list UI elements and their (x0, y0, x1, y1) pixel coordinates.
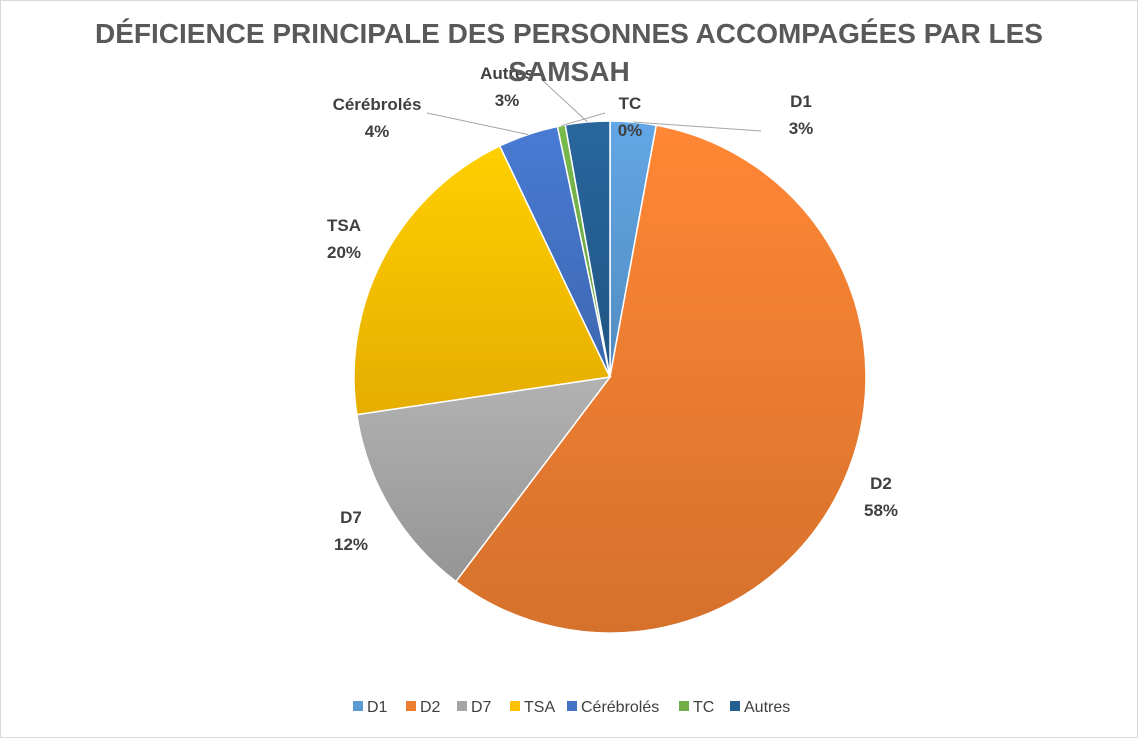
legend-swatch-d7 (457, 701, 467, 711)
chart-title-line1: DÉFICIENCE PRINCIPALE DES PERSONNES ACCO… (95, 18, 1043, 49)
chart-title-line2: SAMSAH (508, 56, 630, 87)
pie-slice-d7 (355, 375, 612, 583)
chart-title: DÉFICIENCE PRINCIPALE DES PERSONNES ACCO… (1, 15, 1137, 91)
leader-line-tc (561, 112, 606, 127)
data-label-d2: D2 58% (864, 474, 898, 520)
data-label-tsa: TSA 20% (327, 216, 361, 262)
legend-label-d1: D1 (367, 699, 388, 716)
legend-label-d7: D7 (471, 699, 492, 716)
pie-slice-tsa (353, 144, 612, 416)
legend-label-autres: Autres (744, 699, 790, 716)
legend-swatch-cérébrolés (567, 701, 577, 711)
legend-label-d2: D2 (420, 699, 441, 716)
data-label-d7: D7 12% (334, 508, 368, 554)
data-label-tc: TC 0% (618, 94, 643, 140)
legend-swatch-d2 (406, 701, 416, 711)
legend-label-tsa: TSA (524, 699, 555, 716)
leader-line-autres (540, 78, 588, 123)
legend-swatch-tsa (510, 701, 520, 711)
data-label-cérébrolés: Cérébrolés 4% (333, 95, 422, 141)
data-label-autres: Autres 3% (480, 64, 534, 110)
leader-line-d1 (633, 121, 762, 132)
legend-swatch-tc (679, 701, 689, 711)
leader-line-cérébrolés (426, 112, 529, 135)
legend-swatch-autres (730, 701, 740, 711)
legend: D1 D2 D7 TSA Cérébrolés TC Autres (353, 699, 790, 716)
legend-swatch-d1 (353, 701, 363, 711)
legend-label-tc: TC (693, 699, 714, 716)
pie-slice-d2 (454, 124, 867, 634)
data-label-d1: D1 3% (789, 92, 814, 138)
legend-label-cérébrolés: Cérébrolés (581, 699, 659, 716)
